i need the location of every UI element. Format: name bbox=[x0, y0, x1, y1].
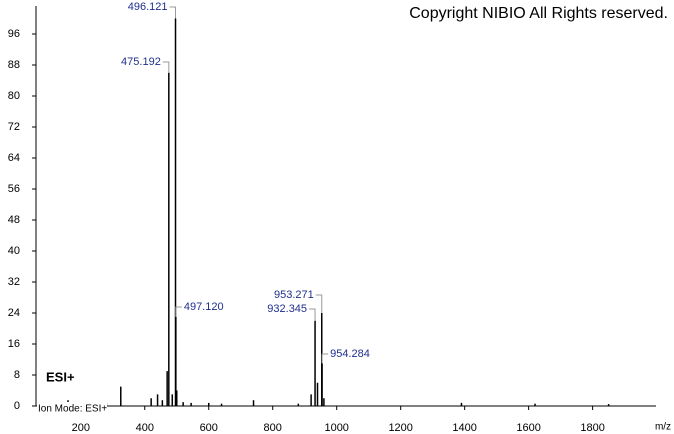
x-tick-label: 600 bbox=[200, 422, 218, 434]
label-leader bbox=[321, 353, 329, 364]
label-leader bbox=[175, 306, 182, 317]
label-leader bbox=[169, 6, 177, 19]
annotation: ESI+ bbox=[46, 369, 75, 384]
y-tick-label: 64 bbox=[8, 152, 20, 164]
label-leader bbox=[162, 61, 170, 73]
mode-label-bg bbox=[37, 402, 107, 414]
x-axis-label: m/z bbox=[655, 422, 671, 433]
y-tick-label: 96 bbox=[8, 28, 20, 40]
y-tick-label: 56 bbox=[8, 183, 20, 195]
peak-label: 497.120 bbox=[184, 301, 224, 313]
y-tick-label: 88 bbox=[8, 59, 20, 71]
y-tick-label: 48 bbox=[8, 214, 20, 226]
x-tick-label: 1800 bbox=[580, 422, 604, 434]
label-leader bbox=[309, 308, 316, 321]
y-tick-label: 80 bbox=[8, 90, 20, 102]
y-tick-label: 16 bbox=[8, 338, 20, 350]
x-tick-label: 200 bbox=[72, 422, 90, 434]
label-leader bbox=[315, 294, 323, 313]
y-tick-label: 72 bbox=[8, 121, 20, 133]
x-tick-label: 1000 bbox=[324, 422, 348, 434]
x-tick-label: 800 bbox=[264, 422, 282, 434]
y-tick-label: 40 bbox=[8, 245, 20, 257]
x-tick-label: 400 bbox=[136, 422, 154, 434]
peak-label: 496.121 bbox=[128, 1, 168, 13]
x-tick-label: 1400 bbox=[452, 422, 476, 434]
peak-label: 954.284 bbox=[330, 348, 370, 360]
chart-title: Copyright NIBIO All Rights reserved. bbox=[409, 5, 668, 22]
mode-label: Ion Mode: ESI+ bbox=[38, 404, 107, 415]
peak-label: 932.345 bbox=[267, 303, 307, 315]
y-tick-label: 24 bbox=[8, 307, 20, 319]
peak-label: 953.271 bbox=[274, 289, 314, 301]
x-tick-label: 1600 bbox=[516, 422, 540, 434]
peak-label: 475.192 bbox=[121, 56, 161, 68]
y-tick-label: 32 bbox=[8, 276, 20, 288]
x-tick-label: 1200 bbox=[388, 422, 412, 434]
y-tick-label: 0 bbox=[14, 400, 20, 412]
y-tick-label: 8 bbox=[14, 369, 20, 381]
